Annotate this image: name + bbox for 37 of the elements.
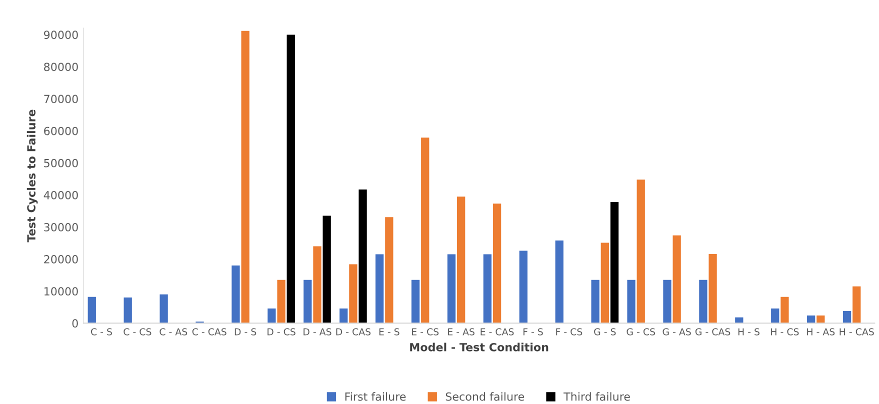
x-tick-label: G - CAS [695, 328, 730, 336]
y-tick-label: 30000 [44, 223, 78, 232]
x-tick-label: D - AS [304, 328, 332, 336]
x-tick-label: D - S [234, 328, 256, 336]
y-axis-title: Test Cycles to Failure [26, 110, 38, 242]
x-tick-label: G - CS [626, 328, 656, 336]
y-tick-label: 10000 [44, 287, 78, 296]
legend-label: Second failure [446, 392, 524, 401]
x-tick-label: D - CS [268, 328, 296, 336]
x-tick-label: E - CAS [480, 328, 514, 336]
y-tick-label: 70000 [44, 94, 78, 104]
x-tick-label: H - CAS [840, 328, 874, 336]
x-tick-label: C - S [91, 328, 112, 336]
x-tick-label: E - S [379, 328, 400, 336]
legend-label: Third failure [564, 392, 630, 401]
x-tick-label: E - AS [448, 328, 474, 336]
x-tick-label: C - CAS [192, 328, 226, 336]
x-axis-title: Model - Test Condition [410, 342, 548, 352]
x-tick-label: H - CS [771, 328, 799, 336]
x-tick-label: C - CS [124, 328, 152, 336]
x-tick-label: F - S [524, 328, 543, 336]
x-tick-label: G - AS [662, 328, 691, 336]
x-tick-label: H - AS [807, 328, 835, 336]
y-tick-label: 60000 [44, 126, 78, 136]
y-tick-label: 90000 [44, 30, 78, 40]
y-tick-label: 20000 [44, 255, 78, 264]
y-tick-label: 40000 [44, 190, 78, 200]
y-tick-label: 0 [72, 319, 78, 328]
x-tick-label: G - S [594, 328, 616, 336]
x-tick-label: H - S [738, 328, 760, 336]
x-tick-label: D - CAS [336, 328, 371, 336]
x-tick-label: E - CS [412, 328, 439, 336]
y-tick-label: 50000 [44, 158, 78, 168]
x-tick-label: F - CS [556, 328, 582, 336]
y-tick-label: 80000 [44, 62, 78, 72]
x-tick-label: C - AS [160, 328, 188, 336]
legend-label: First failure [345, 392, 406, 401]
